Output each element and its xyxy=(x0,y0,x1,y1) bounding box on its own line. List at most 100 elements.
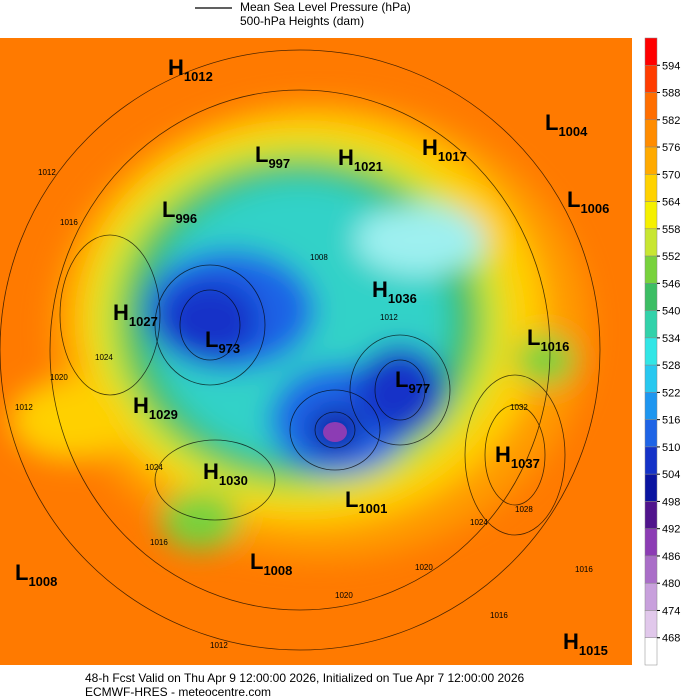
center-value: 1015 xyxy=(579,643,608,658)
colorbar-tick-label: 576 xyxy=(662,142,680,154)
isobar-label: 1024 xyxy=(145,463,163,472)
center-letter: L xyxy=(567,187,580,212)
colorbar-tick-label: 528 xyxy=(662,360,680,372)
colorbar-tick-label: 486 xyxy=(662,551,680,563)
center-letter: H xyxy=(133,393,149,418)
isobar-label: 1012 xyxy=(15,403,33,412)
colorbar-tick-label: 480 xyxy=(662,578,680,590)
center-value: 1008 xyxy=(28,574,57,589)
center-letter: H xyxy=(422,135,438,160)
pressure-center: H1021 xyxy=(338,145,383,174)
center-value: 1017 xyxy=(438,149,467,164)
colorbar-tick-label: 582 xyxy=(662,115,680,127)
center-letter: L xyxy=(345,487,358,512)
colorbar-band xyxy=(644,310,658,339)
center-value: 1029 xyxy=(149,407,178,422)
center-value: 996 xyxy=(175,211,197,226)
isobar-label: 1012 xyxy=(38,168,56,177)
pressure-center: H1029 xyxy=(133,393,178,422)
isobar-label: 1028 xyxy=(515,505,533,514)
isobar-label: 1032 xyxy=(510,403,528,412)
map xyxy=(0,38,632,665)
colorbar-tick-label: 498 xyxy=(662,496,680,508)
isobar-label: 1016 xyxy=(575,565,593,574)
pressure-center: L996 xyxy=(162,197,197,226)
center-letter: H xyxy=(113,300,129,325)
colorbar-tick-label: 564 xyxy=(662,197,680,209)
center-value: 1006 xyxy=(580,201,609,216)
pressure-center: L1004 xyxy=(545,110,588,139)
isobar-label: 1024 xyxy=(95,353,113,362)
center-value: 1030 xyxy=(219,473,248,488)
center-value: 1008 xyxy=(263,563,292,578)
colorbar-band xyxy=(644,283,658,311)
isobar-label: 1020 xyxy=(335,591,353,600)
colorbar: 594 588 582 576 570 564 558 552 546 540 534 528 522 5… xyxy=(644,37,680,666)
pressure-center: H1036 xyxy=(372,277,417,306)
center-letter: L xyxy=(545,110,558,135)
pressure-center: L1016 xyxy=(527,325,569,354)
center-value: 1037 xyxy=(511,456,540,471)
center-letter: L xyxy=(15,560,28,585)
colorbar-tick-label: 534 xyxy=(662,333,680,345)
colorbar-tick-label: 540 xyxy=(662,306,680,318)
isobar-label: 1008 xyxy=(310,253,328,262)
pressure-center: H1015 xyxy=(563,629,608,658)
center-value: 977 xyxy=(408,381,430,396)
colorbar-band xyxy=(644,174,658,202)
pressure-center: L1008 xyxy=(250,549,292,578)
pressure-center: L1001 xyxy=(345,487,387,516)
isobar-label: 1020 xyxy=(50,373,68,382)
isobar-label: 1020 xyxy=(415,563,433,572)
colorbar-band xyxy=(644,65,658,93)
colorbar-band xyxy=(644,610,658,638)
legend-fill-label: 500-hPa Heights (dam) xyxy=(240,14,364,28)
colorbar-band xyxy=(644,473,658,502)
pressure-center: H1037 xyxy=(495,442,540,471)
colorbar-tick-label: 504 xyxy=(662,469,680,481)
center-letter: H xyxy=(338,145,354,170)
center-letter: H xyxy=(203,459,219,484)
low-core xyxy=(323,422,347,442)
pressure-center: L977 xyxy=(395,367,430,396)
colorbar-tick-label: 588 xyxy=(662,88,680,100)
center-value: 1016 xyxy=(540,339,569,354)
colorbar-tick-label: 516 xyxy=(662,415,680,427)
center-letter: L xyxy=(395,367,408,392)
colorbar-band xyxy=(644,37,658,66)
colorbar-band xyxy=(644,446,658,475)
colorbar-tick-label: 474 xyxy=(662,605,680,617)
colorbar-tick-label: 492 xyxy=(662,524,680,536)
isobar-label: 1012 xyxy=(210,641,228,650)
center-value: 1021 xyxy=(354,159,383,174)
legend-line-label: Mean Sea Level Pressure (hPa) xyxy=(240,0,411,14)
center-letter: H xyxy=(495,442,511,467)
pressure-center: L1008 xyxy=(15,560,57,589)
isobars xyxy=(0,49,601,651)
pressure-center: H1012 xyxy=(168,55,213,84)
pressure-center: L973 xyxy=(205,327,240,356)
colorbar-band xyxy=(644,92,658,121)
colorbar-band xyxy=(644,582,658,611)
isobar-label: 1012 xyxy=(380,313,398,322)
isobar-label: 1024 xyxy=(470,518,488,527)
center-letter: L xyxy=(205,327,218,352)
colorbar-band xyxy=(644,337,658,366)
colorbar-band xyxy=(644,555,658,584)
center-letter: L xyxy=(527,325,540,350)
center-value: 1012 xyxy=(184,69,213,84)
colorbar-band xyxy=(644,528,658,557)
center-letter: H xyxy=(168,55,184,80)
footer-line1: 48-h Fcst Valid on Thu Apr 9 12:00:00 20… xyxy=(85,671,525,685)
colorbar-band xyxy=(644,201,658,230)
center-letter: H xyxy=(563,629,579,654)
colorbar-tick-label: 468 xyxy=(662,633,680,645)
colorbar-band xyxy=(644,364,658,393)
pressure-center: L1006 xyxy=(567,187,609,216)
colorbar-band xyxy=(644,501,658,529)
colorbar-tick-label: 522 xyxy=(662,387,680,399)
center-letter: L xyxy=(255,142,268,167)
pressure-center: H1030 xyxy=(203,459,248,488)
